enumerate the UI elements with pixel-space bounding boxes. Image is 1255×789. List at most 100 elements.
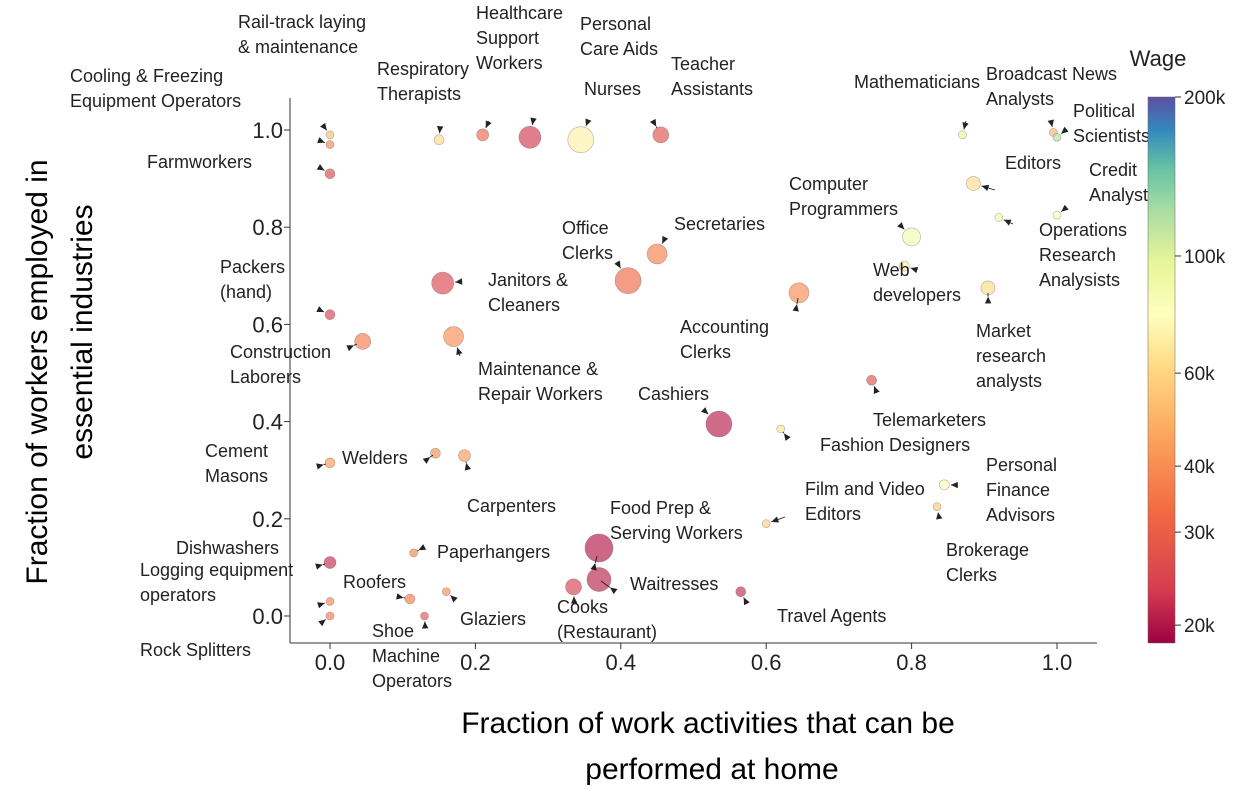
data-point <box>431 271 454 295</box>
data-point <box>324 168 336 180</box>
annotation-arrowhead <box>662 235 669 244</box>
data-point <box>325 130 335 140</box>
annotation-arrowhead <box>450 595 458 603</box>
annotation-arrowhead <box>590 563 597 571</box>
annotation-arrowhead <box>614 260 621 269</box>
point-label: Shoe Machine Operators <box>372 621 452 691</box>
point-label: Glaziers <box>460 609 526 629</box>
point-label: Waitresses <box>630 574 718 594</box>
point-label: Respiratory Therapists <box>377 59 469 104</box>
point-label: Dishwashers <box>176 538 279 558</box>
annotation-arrowhead <box>418 544 427 551</box>
annotation-arrowhead <box>315 563 323 570</box>
data-point <box>899 260 910 272</box>
data-point <box>614 267 642 294</box>
data-point <box>323 556 337 569</box>
data-point <box>476 128 489 142</box>
annotation-arrowhead <box>585 118 592 127</box>
annotation-arrowhead <box>320 122 327 131</box>
annotation-arrow <box>796 297 799 305</box>
point-label: Brokerage Clerks <box>946 540 1029 585</box>
data-point <box>325 140 335 149</box>
annotation-arrow <box>594 555 598 564</box>
annotation-arrow <box>782 431 785 434</box>
data-point <box>1052 132 1062 142</box>
point-label: Cooks (Restaurant) <box>557 597 657 642</box>
data-point <box>442 587 451 597</box>
point-label: Travel Agents <box>777 606 886 626</box>
annotation-arrow <box>416 549 419 552</box>
point-label: Welders <box>342 448 408 468</box>
annotation-arrowhead <box>771 516 780 523</box>
data-point <box>980 280 996 296</box>
x-tick-label: 1.0 <box>1042 650 1073 675</box>
annotation-arrowhead <box>897 222 905 230</box>
annotation-arrow <box>600 580 611 588</box>
x-ticks: 0.0 0.2 0.4 0.6 0.8 1.0 <box>315 643 1073 675</box>
data-point <box>1052 210 1062 220</box>
colorbar-title: Wage <box>1130 46 1187 71</box>
data-point <box>705 410 733 438</box>
x-tick-label: 0.6 <box>751 650 782 675</box>
y-tick-label: 0.4 <box>252 410 283 435</box>
point-label: Logging equipment operators <box>140 560 293 605</box>
colorbar-tick-label: 20k <box>1184 616 1215 637</box>
x-tick-label: 0.8 <box>896 650 927 675</box>
annotation-arrowhead <box>396 593 404 600</box>
data-point <box>404 593 416 605</box>
scatter-points <box>323 125 1062 621</box>
point-label: Web developers <box>873 260 961 305</box>
annotation-arrowhead <box>571 596 578 604</box>
annotation-arrowhead <box>421 621 429 629</box>
point-label: Political Scientists <box>1073 101 1150 146</box>
annotation-arrowhead <box>317 602 325 609</box>
data-point <box>325 611 335 621</box>
data-point <box>902 227 921 247</box>
annotation-arrowhead <box>456 347 463 356</box>
data-point <box>966 176 981 191</box>
point-label: Maintenance & Repair Workers <box>478 359 603 404</box>
annotation-arrowhead <box>962 121 969 130</box>
annotations: Rail-track laying & maintenance Cooling & … <box>70 3 1157 691</box>
colorbar: Wage 20k 30k 40k 60k 100k 200k <box>1130 46 1226 644</box>
point-label: Food Prep & Serving Workers <box>610 498 743 543</box>
point-label: Rock Splitters <box>140 640 251 660</box>
point-label: Nurses <box>584 79 641 99</box>
data-point <box>776 424 786 434</box>
annotation-arrowhead <box>316 306 325 312</box>
annotation-arrowhead <box>1061 126 1069 134</box>
point-label: Office Clerks <box>562 218 613 263</box>
annotation-arrow <box>323 463 327 466</box>
point-label: Market research analysts <box>976 321 1046 391</box>
point-label: Paperhangers <box>437 542 550 562</box>
data-point <box>788 282 810 304</box>
colorbar-ticks: 20k 30k 40k 60k 100k 200k <box>1175 88 1226 637</box>
data-point <box>324 309 336 320</box>
x-axis-title-line1: Fraction of work activities that can be <box>461 707 955 740</box>
annotation-arrowhead <box>950 481 958 489</box>
data-point <box>325 597 335 606</box>
annotation-arrowhead <box>317 137 325 144</box>
annotation-arrowhead <box>981 184 990 192</box>
data-point <box>939 479 950 491</box>
y-tick-label: 0.8 <box>252 215 283 240</box>
data-point <box>958 130 967 140</box>
data-point <box>443 326 464 347</box>
data-point <box>409 548 418 558</box>
x-tick-label: 0.0 <box>315 650 346 675</box>
point-label: Cooling & Freezing Equipment Operators <box>70 66 241 111</box>
annotation-arrowhead <box>485 120 492 129</box>
annotation-arrow <box>353 343 358 346</box>
annotation-arrow <box>655 126 658 129</box>
data-point <box>646 243 668 265</box>
data-point <box>586 567 612 592</box>
annotation-arrowhead <box>464 462 471 471</box>
data-point <box>761 519 771 528</box>
colorbar-tick-label: 40k <box>1184 457 1215 478</box>
data-point <box>584 533 614 563</box>
point-label: Rail-track laying & maintenance <box>238 12 366 57</box>
plot-axes <box>289 98 1097 644</box>
data-point <box>565 578 582 596</box>
point-label: Telemarketers <box>873 410 986 430</box>
